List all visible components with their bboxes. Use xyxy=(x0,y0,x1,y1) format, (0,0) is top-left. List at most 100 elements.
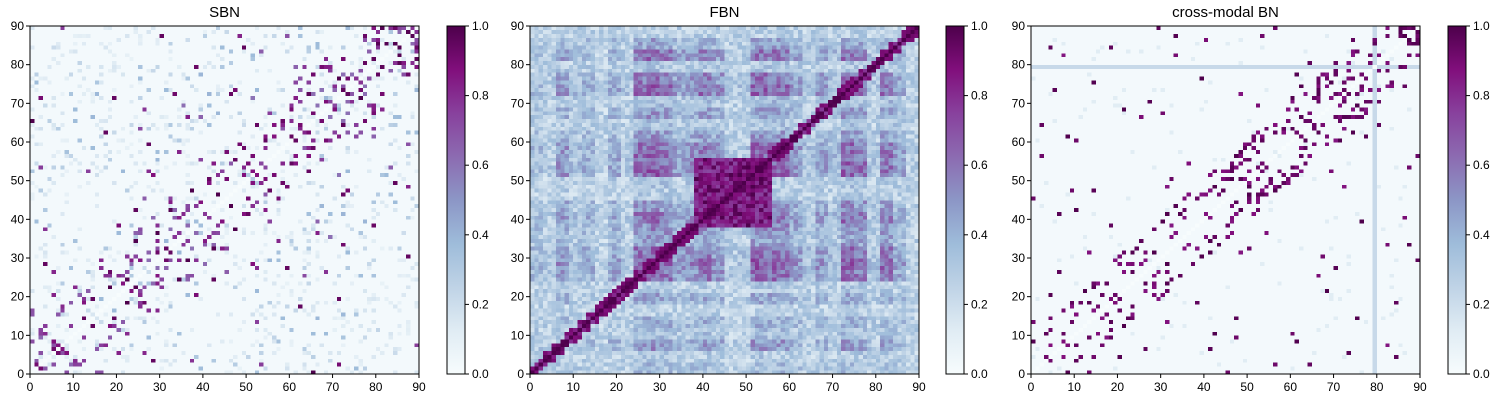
heatmap-cell xyxy=(268,347,273,351)
heatmap-cell xyxy=(263,254,268,258)
heatmap-cell xyxy=(406,297,411,301)
heatmap-cell xyxy=(60,362,65,366)
heatmap-cell xyxy=(246,347,251,351)
heatmap-cell xyxy=(73,165,78,169)
heatmap-cell xyxy=(99,169,104,173)
heatmap-cell xyxy=(82,200,87,204)
heatmap-cell xyxy=(389,335,394,339)
heatmap-cell xyxy=(410,285,415,289)
heatmap-cell xyxy=(311,231,316,235)
heatmap-cell xyxy=(39,192,44,196)
heatmap-cell xyxy=(82,254,87,258)
heatmap-cell xyxy=(333,165,338,169)
heatmap-cell xyxy=(294,304,299,308)
heatmap-cell xyxy=(73,339,78,343)
heatmap-cell xyxy=(255,301,260,305)
heatmap-cell xyxy=(99,316,104,320)
heatmap-cell xyxy=(60,223,65,227)
heatmap-cell xyxy=(95,312,100,316)
heatmap-cell xyxy=(259,270,264,274)
heatmap-cell xyxy=(69,328,74,332)
heatmap-cell xyxy=(47,270,52,274)
heatmap-cell xyxy=(142,316,147,320)
heatmap-cell xyxy=(389,200,394,204)
heatmap-cell xyxy=(173,270,178,274)
heatmap-cell xyxy=(406,254,411,258)
heatmap-cell xyxy=(168,312,173,316)
heatmap-cell xyxy=(294,266,299,270)
heatmap-cell xyxy=(376,301,381,305)
heatmap-cell xyxy=(384,254,389,258)
heatmap-cell xyxy=(86,301,91,305)
heatmap-cell xyxy=(259,223,264,227)
heatmap-cell xyxy=(86,289,91,293)
heatmap-cell xyxy=(108,215,113,219)
heatmap-cell xyxy=(95,169,100,173)
heatmap-cell xyxy=(43,285,48,289)
heatmap-cell xyxy=(320,177,325,181)
heatmap-cell xyxy=(30,185,35,189)
heatmap-cell xyxy=(199,328,204,332)
heatmap-cell xyxy=(328,328,333,332)
heatmap-cell xyxy=(212,188,217,192)
heatmap-cell xyxy=(142,312,147,316)
heatmap-cell xyxy=(69,320,74,324)
heatmap-cell xyxy=(147,355,152,359)
heatmap-cell xyxy=(289,250,294,254)
heatmap-cell xyxy=(337,200,342,204)
heatmap-cell xyxy=(250,347,255,351)
heatmap-cell xyxy=(164,262,169,266)
heatmap-cell xyxy=(276,308,281,312)
heatmap-cell xyxy=(220,270,225,274)
heatmap-cell xyxy=(294,235,299,239)
heatmap-cell xyxy=(216,270,221,274)
heatmap-cell xyxy=(125,227,130,231)
heatmap-cell xyxy=(34,204,39,208)
heatmap-cell xyxy=(86,273,91,277)
heatmap-cell xyxy=(285,173,290,177)
heatmap-cell xyxy=(320,192,325,196)
heatmap-cell xyxy=(147,347,152,351)
heatmap-cell xyxy=(173,335,178,339)
heatmap-cell xyxy=(73,281,78,285)
heatmap-cell xyxy=(199,277,204,281)
heatmap-cell xyxy=(298,273,303,277)
heatmap-cell xyxy=(190,262,195,266)
heatmap-cell xyxy=(246,297,251,301)
heatmap-cell xyxy=(199,239,204,243)
heatmap-cell xyxy=(289,331,294,335)
heatmap-cell xyxy=(82,181,87,185)
heatmap-cell xyxy=(186,304,191,308)
heatmap-cell xyxy=(341,301,346,305)
heatmap-cell xyxy=(91,254,96,258)
heatmap-cell xyxy=(263,165,268,169)
heatmap-cell xyxy=(190,243,195,247)
heatmap-cell xyxy=(199,157,204,161)
heatmap-cell xyxy=(333,254,338,258)
heatmap-cell xyxy=(255,177,260,181)
heatmap-cell xyxy=(328,258,333,262)
heatmap-cell xyxy=(263,281,268,285)
heatmap-cell xyxy=(65,331,70,335)
heatmap-cell xyxy=(168,200,173,204)
heatmap-cell xyxy=(181,316,186,320)
heatmap-cell xyxy=(186,235,191,239)
heatmap-cell xyxy=(410,215,415,219)
heatmap-cell xyxy=(250,339,255,343)
heatmap-cell xyxy=(203,169,208,173)
heatmap-cell xyxy=(410,169,415,173)
heatmap-cell xyxy=(177,339,182,343)
heatmap-cell xyxy=(333,320,338,324)
heatmap-cell xyxy=(380,277,385,281)
heatmap-cell xyxy=(99,312,104,316)
heatmap-cell xyxy=(194,301,199,305)
heatmap-cell xyxy=(363,343,368,347)
heatmap-cell xyxy=(337,293,342,297)
heatmap-cell xyxy=(125,196,130,200)
heatmap-cell xyxy=(160,227,165,231)
heatmap-cell xyxy=(108,297,113,301)
heatmap-cell xyxy=(389,289,394,293)
heatmap-cell xyxy=(333,270,338,274)
heatmap-cell xyxy=(121,366,126,370)
heatmap-cell xyxy=(52,308,57,312)
